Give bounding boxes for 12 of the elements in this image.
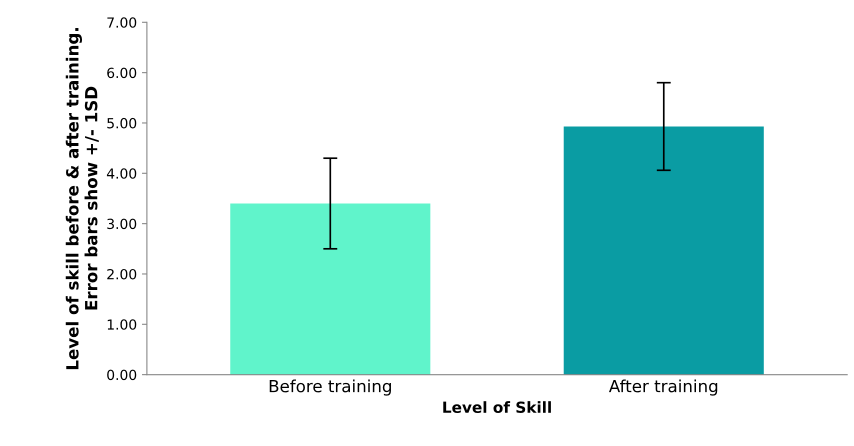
y-axis-title: Level of skill before & after training. Error bars show +/- 1SD [66, 28, 99, 370]
y-tick-label: 4.00 [106, 168, 136, 179]
x-tick-label: After training [608, 380, 718, 396]
y-tick-label: 7.00 [107, 17, 136, 28]
y-tick-label: 1.00 [108, 319, 136, 330]
y-tick-label: 3.00 [107, 218, 136, 230]
y-tick-label: 5.00 [107, 118, 136, 128]
y-tick-label: 0.00 [107, 370, 136, 380]
y-tick-label: 6.00 [107, 68, 136, 78]
x-axis-title: Level of Skill [443, 401, 551, 414]
x-tick-label: Before training [270, 380, 391, 396]
y-tick-label: 2.00 [107, 268, 136, 280]
